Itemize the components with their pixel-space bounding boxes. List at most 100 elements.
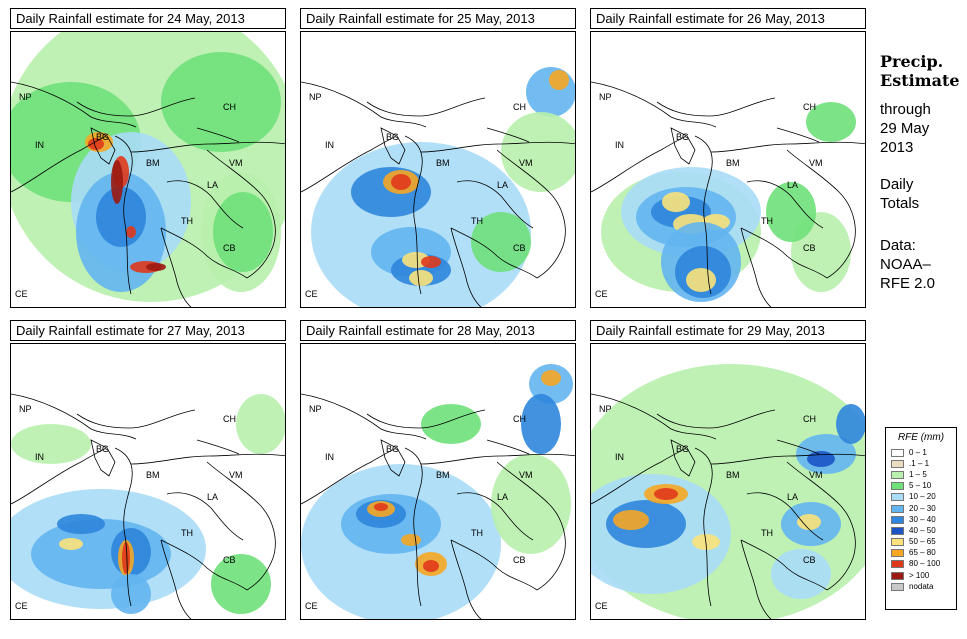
region-label-cb: CB (803, 555, 816, 565)
rain-patch (213, 192, 273, 272)
region-label-th: TH (181, 216, 193, 226)
border-line (404, 447, 423, 607)
rain-patch (806, 102, 856, 142)
legend-swatch (891, 538, 904, 547)
rainfall-map: NP CH IN BG BM VM LA TH CB CE (590, 343, 866, 620)
border-line (366, 409, 486, 429)
legend-title: RFE (mm) (897, 432, 945, 443)
region-label-cb: CB (513, 243, 526, 253)
region-label-vm: VM (229, 158, 243, 168)
border-line (456, 492, 534, 541)
rainfall-map: NP CH IN BG BM VM LA TH CB CE (590, 31, 866, 308)
border-line (450, 539, 482, 619)
rainfall-field (301, 32, 575, 307)
legend-item: .1 – 1 (886, 458, 956, 469)
rainfall-field (591, 32, 865, 307)
legend-swatch (891, 515, 904, 524)
rainfall-map: NP CH IN BG BM VM LA TH CB CE (300, 31, 576, 308)
region-label-np: NP (599, 404, 612, 414)
border-line (450, 227, 482, 307)
border-line (591, 393, 717, 440)
legend-label: 50 – 65 (909, 537, 936, 547)
region-label-ch: CH (803, 414, 816, 424)
legend-item: 30 – 40 (886, 514, 956, 525)
rain-patch (654, 488, 678, 500)
rain-patch (491, 454, 571, 554)
border-line (114, 135, 133, 295)
region-label-bg: BG (96, 132, 110, 142)
rain-patch (11, 424, 91, 464)
rain-patch (409, 270, 433, 286)
rain-patch (771, 549, 831, 599)
border-line (486, 127, 530, 143)
region-label-bm: BM (726, 158, 740, 168)
rain-patch (421, 404, 481, 444)
border-line (694, 135, 713, 295)
sidebar-daily: Daily Totals (880, 175, 919, 213)
legend-label: 40 – 50 (909, 525, 936, 535)
border-line (746, 492, 824, 541)
border-line (496, 149, 566, 279)
rain-patch (501, 112, 575, 192)
border-line (670, 127, 696, 165)
region-label-ch: CH (803, 102, 816, 112)
rain-patch (211, 554, 271, 614)
legend-swatch (891, 571, 904, 580)
border-line (11, 81, 137, 128)
border-line (776, 439, 820, 455)
border-line (366, 97, 486, 117)
region-label-vm: VM (519, 470, 533, 480)
border-line (160, 227, 248, 279)
legend-label: 5 – 10 (909, 481, 932, 491)
border-line (786, 461, 856, 591)
border-line (90, 127, 116, 165)
rain-patch (686, 268, 716, 292)
border-line (420, 453, 575, 465)
sidebar-data-line3: RFE 2.0 (880, 275, 936, 292)
region-label-ch: CH (223, 102, 236, 112)
panel-title: Daily Rainfall estimate for 25 May, 2013 (300, 8, 576, 29)
rain-patch (391, 174, 411, 190)
region-label-ch: CH (223, 414, 236, 424)
legend-swatch (891, 560, 904, 569)
region-label-th: TH (471, 216, 483, 226)
border-line (694, 447, 713, 607)
sidebar-daily-line2: Totals (880, 195, 920, 212)
border-line (710, 141, 865, 153)
border-line (591, 447, 687, 505)
region-label-vm: VM (229, 470, 243, 480)
border-line (450, 539, 538, 591)
region-label-np: NP (19, 404, 32, 414)
border-line (740, 227, 772, 307)
legend-label: 80 – 100 (909, 559, 941, 569)
border-line (776, 127, 820, 143)
region-label-ch: CH (513, 102, 526, 112)
rain-patch (662, 192, 690, 212)
legend-swatch (891, 448, 904, 457)
legend-label: 65 – 80 (909, 548, 936, 558)
sidebar-source: Data: NOAA– RFE 2.0 (880, 236, 935, 293)
sidebar-through: through (880, 101, 931, 118)
region-label-bm: BM (146, 470, 160, 480)
region-label-in: IN (615, 140, 624, 150)
border-line (160, 227, 192, 307)
panel-title: Daily Rainfall estimate for 29 May, 2013 (590, 320, 866, 341)
sidebar-title-line2: Estimate (880, 71, 960, 90)
panel-title: Daily Rainfall estimate for 27 May, 2013 (10, 320, 286, 341)
map-panel-2: Daily Rainfall estimate for 25 May, 2013… (300, 8, 576, 308)
rain-patch (807, 451, 835, 467)
panel-title: Daily Rainfall estimate for 26 May, 2013 (590, 8, 866, 29)
sidebar-daily-line1: Daily (880, 176, 914, 193)
legend-swatch (891, 459, 904, 468)
region-label-cb: CB (803, 243, 816, 253)
border-line (740, 539, 828, 591)
region-label-ce: CE (595, 289, 608, 299)
border-line (130, 453, 285, 465)
map-panel-1: Daily Rainfall estimate for 24 May, 2013… (10, 8, 286, 308)
rainfall-field (301, 344, 575, 619)
region-label-in: IN (615, 452, 624, 462)
border-line (486, 439, 530, 455)
border-line (656, 409, 776, 429)
border-line (380, 127, 406, 165)
panel-title: Daily Rainfall estimate for 24 May, 2013 (10, 8, 286, 29)
